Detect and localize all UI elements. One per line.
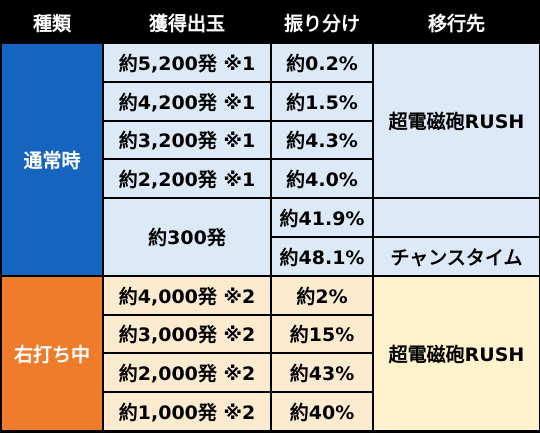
payout-cell: 約2,200発 ※1 <box>102 158 272 200</box>
percentage-cell: 約4.3% <box>270 119 374 161</box>
table-row: 約4,200発 ※1 約1.5% <box>1 80 540 122</box>
category-right-hit: 右打ち中 <box>0 274 104 433</box>
header-payout: 獲得出玉 <box>102 0 272 44</box>
payout-cell: 約3,200発 ※1 <box>102 119 272 161</box>
header-row: 種類 獲得出玉 振り分け 移行先 <box>0 0 540 44</box>
percentage-cell: 約4.0% <box>270 158 374 200</box>
percentage-cell: 約1.5% <box>270 80 374 122</box>
header-distribution: 振り分け <box>270 0 374 44</box>
category-normal: 通常時 <box>0 42 104 277</box>
percentage-cell: 約15% <box>270 313 374 355</box>
table-row: 約2,000発 ※2 約43% <box>1 352 540 394</box>
percentage-cell: 約0.2% <box>270 42 374 83</box>
percentage-cell: 約2% <box>270 274 374 316</box>
payout-cell: 約4,200発 ※1 <box>102 80 272 122</box>
table-row: 約3,000発 ※2 約15% <box>1 313 540 355</box>
table-row: 通常時 約5,200発 ※1 約0.2% 超電磁砲RUSH <box>0 41 540 277</box>
payout-cell-300: 約300発 <box>102 197 272 277</box>
transition-chance-time: チャンスタイム <box>372 235 540 277</box>
percentage-cell: 約40% <box>270 391 374 432</box>
table-row: 約1,000発 ※2 約40% <box>1 391 540 432</box>
transition-normal-rush: 超電磁砲RUSH <box>372 41 540 200</box>
table-row: 右打ち中 約4,000発 ※2 約2% 超電磁砲RUSH <box>0 274 540 433</box>
table-row: 約48.1% チャンスタイム <box>1 235 540 277</box>
table-row: 約2,200発 ※1 約4.0% <box>1 158 540 200</box>
percentage-cell: 約41.9% <box>270 197 374 238</box>
transition-right-rush: 超電磁砲RUSH <box>372 274 540 433</box>
payout-cell: 約2,000発 ※2 <box>102 352 272 394</box>
percentage-cell: 約48.1% <box>270 235 374 277</box>
table-row: 約300発 約41.9% <box>1 197 540 277</box>
table-row: 約3,200発 ※1 約4.3% <box>1 119 540 161</box>
payout-cell: 約3,000発 ※2 <box>102 313 272 355</box>
payout-cell: 約1,000発 ※2 <box>102 391 272 432</box>
header-type: 種類 <box>0 0 104 44</box>
payout-cell: 約5,200発 ※1 <box>102 42 272 83</box>
transition-empty <box>372 197 540 238</box>
percentage-cell: 約43% <box>270 352 374 394</box>
header-transition: 移行先 <box>372 0 540 44</box>
payout-cell: 約4,000発 ※2 <box>102 274 272 316</box>
